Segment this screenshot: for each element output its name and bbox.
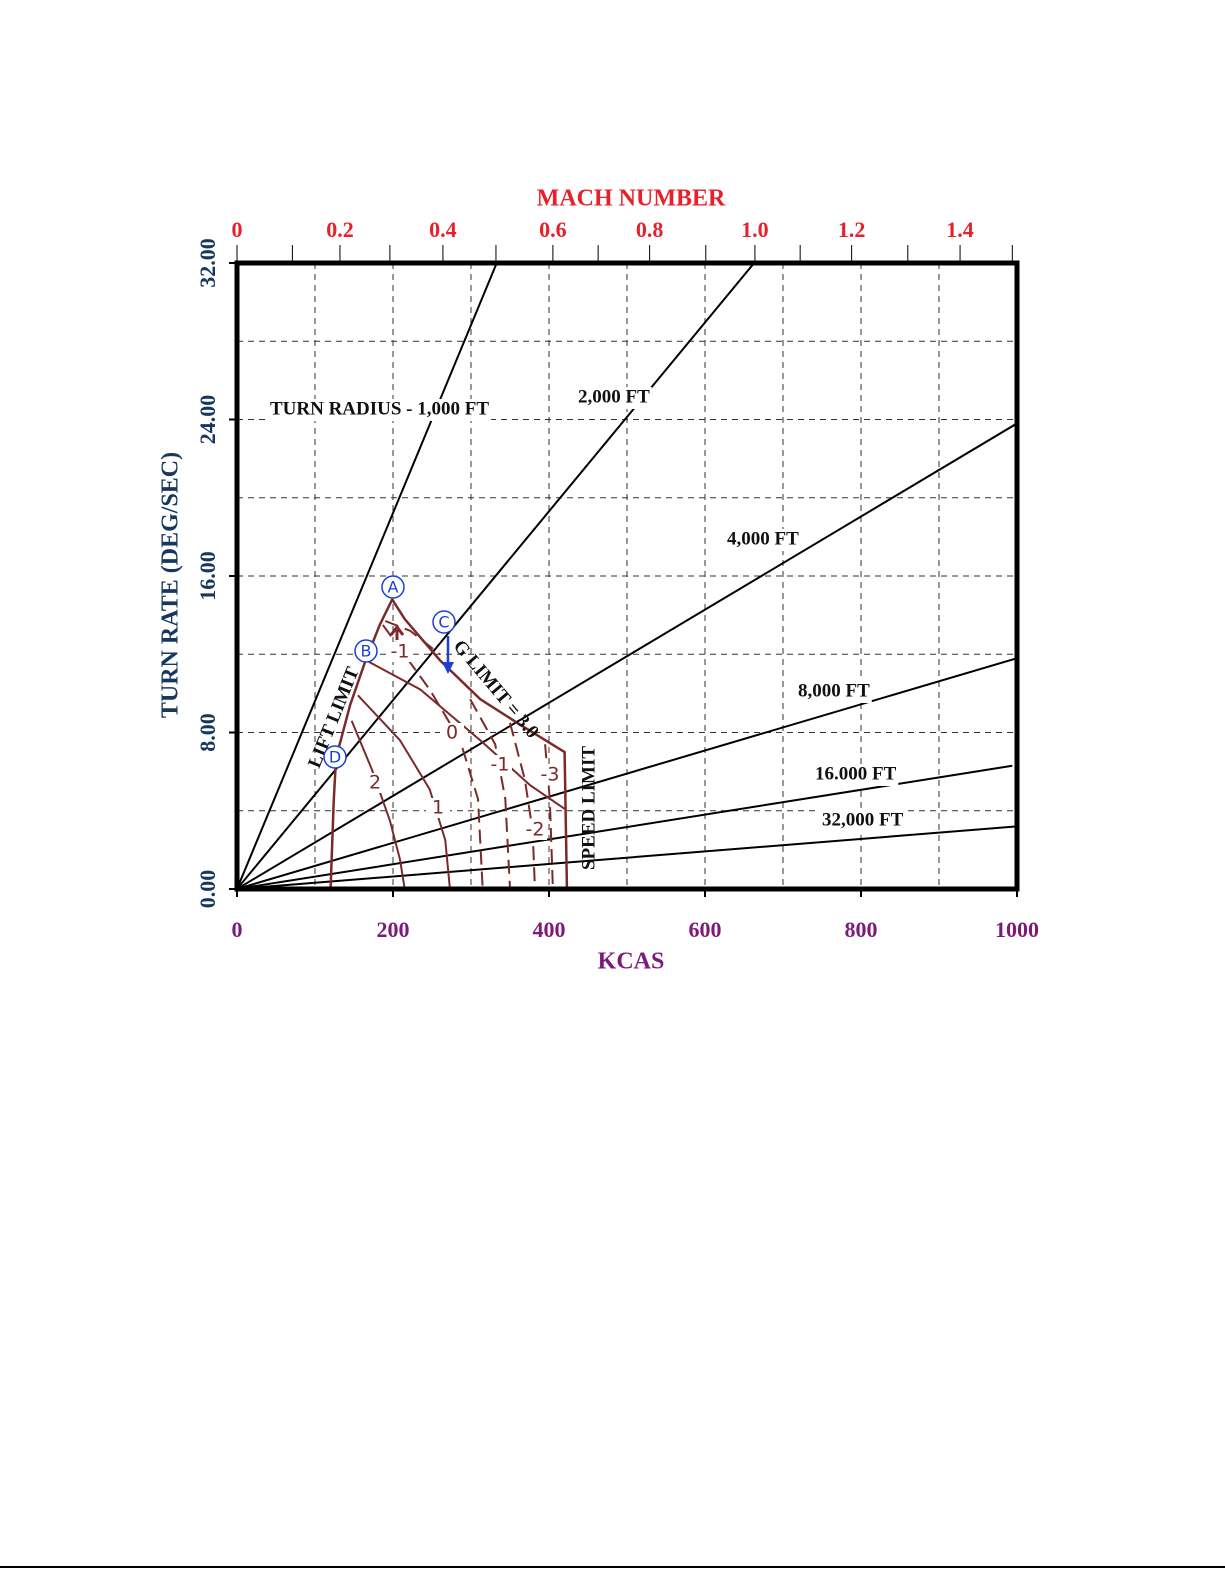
contour-label: 0 bbox=[446, 722, 458, 744]
point-label: B bbox=[361, 642, 372, 661]
radius-label: 16.000 FT bbox=[815, 763, 897, 784]
y-tick-label: 8.00 bbox=[195, 713, 220, 752]
label-background bbox=[820, 810, 906, 832]
x-tick-label: 200 bbox=[377, 917, 410, 942]
label-background bbox=[796, 681, 872, 703]
label-background bbox=[363, 773, 387, 793]
curve bbox=[509, 722, 536, 890]
mach-tick-label: 1.0 bbox=[741, 217, 769, 242]
curve bbox=[365, 659, 566, 810]
contour-label: 1 bbox=[432, 797, 444, 819]
label-background bbox=[426, 798, 450, 818]
point-label: A bbox=[388, 578, 399, 597]
curve bbox=[357, 694, 451, 890]
y-tick-label: 16.00 bbox=[195, 551, 220, 601]
radius-line bbox=[236, 764, 1013, 890]
label-background bbox=[523, 820, 547, 840]
curve bbox=[350, 720, 406, 890]
point-marker bbox=[323, 745, 347, 769]
radius-line bbox=[236, 422, 1018, 890]
radius-label: 2,000 FT bbox=[578, 386, 650, 407]
label-background bbox=[576, 387, 652, 409]
contour-label: 2 bbox=[369, 772, 381, 794]
label-background bbox=[725, 529, 801, 551]
label-background bbox=[538, 765, 562, 785]
radius-line bbox=[236, 262, 498, 890]
label-background bbox=[268, 399, 492, 421]
contour-label: -3 bbox=[541, 764, 560, 786]
y-tick-label: 0.00 bbox=[195, 870, 220, 909]
contour-label: -1 bbox=[491, 754, 510, 776]
chart-title: MACH NUMBER bbox=[537, 186, 726, 212]
curve bbox=[469, 698, 511, 890]
curve bbox=[384, 620, 441, 656]
label-background bbox=[813, 764, 899, 786]
x-tick-label: 0 bbox=[232, 917, 243, 942]
contour-label: -2 bbox=[526, 819, 545, 841]
mach-tick-label: 0 bbox=[232, 217, 243, 242]
point-marker bbox=[381, 575, 405, 599]
mach-tick-label: 0.4 bbox=[429, 217, 457, 242]
x-tick-label: 800 bbox=[845, 917, 878, 942]
point-label: C bbox=[438, 613, 449, 632]
curve bbox=[544, 744, 554, 890]
x-tick-label: 400 bbox=[533, 917, 566, 942]
label-background bbox=[388, 642, 412, 662]
mach-tick-label: 0.8 bbox=[636, 217, 664, 242]
radius-line bbox=[236, 825, 1018, 890]
radius-label: 32,000 FT bbox=[822, 809, 904, 830]
annotation: SPEED LIMIT bbox=[578, 746, 599, 870]
point-marker bbox=[432, 610, 456, 634]
label-background bbox=[488, 755, 512, 775]
x-tick-label: 600 bbox=[689, 917, 722, 942]
x-axis-label: KCAS bbox=[598, 949, 665, 975]
mach-tick-label: 1.4 bbox=[946, 217, 974, 242]
arrow-head bbox=[442, 662, 454, 674]
radius-label: 4,000 FT bbox=[727, 528, 799, 549]
arrow bbox=[389, 624, 405, 640]
radius-line bbox=[236, 262, 755, 890]
y-axis-label: TURN RATE (DEG/SEC) bbox=[158, 452, 184, 718]
y-tick-label: 24.00 bbox=[195, 395, 220, 445]
y-tick-label: 32.00 bbox=[195, 238, 220, 288]
x-tick-label: 1000 bbox=[995, 917, 1039, 942]
radius-label: 8,000 FT bbox=[798, 680, 870, 701]
radius-line bbox=[236, 657, 1018, 890]
label-background bbox=[440, 723, 464, 743]
plot-frame bbox=[234, 260, 1020, 892]
radius-label: TURN RADIUS - 1,000 FT bbox=[270, 398, 489, 419]
mach-tick-label: 0.6 bbox=[539, 217, 567, 242]
point-label: D bbox=[329, 748, 341, 767]
mach-tick-label: 1.2 bbox=[838, 217, 866, 242]
contour-label: -1 bbox=[391, 641, 410, 663]
point-marker bbox=[354, 639, 378, 663]
mach-tick-label: 0.2 bbox=[326, 217, 354, 242]
